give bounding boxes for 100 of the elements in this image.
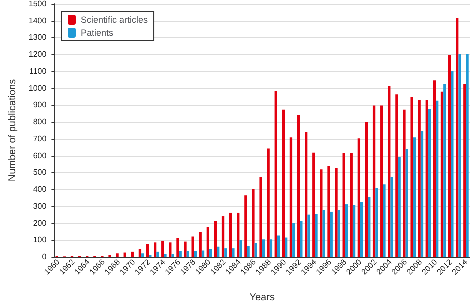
bar <box>142 254 144 257</box>
bar <box>360 202 364 257</box>
bar <box>426 100 428 257</box>
bar <box>444 84 446 257</box>
bar <box>146 244 150 257</box>
bar <box>244 196 248 257</box>
y-tick-label: 1000 <box>28 84 48 93</box>
legend-label: Patients <box>81 28 114 38</box>
y-tick-label: 100 <box>33 236 48 245</box>
bar <box>172 254 174 257</box>
bar <box>237 212 240 257</box>
bar <box>270 240 273 257</box>
bar <box>322 210 326 257</box>
y-tick-label: 0 <box>42 252 48 262</box>
bar <box>383 184 386 257</box>
bar <box>240 240 242 257</box>
bar <box>209 249 212 257</box>
y-tick-label: 600 <box>33 151 48 160</box>
bar <box>376 188 378 257</box>
bar <box>464 84 466 257</box>
bar <box>156 252 160 257</box>
bar <box>433 80 436 257</box>
bar <box>222 216 225 257</box>
y-tick-label: 1200 <box>28 50 48 60</box>
bar <box>232 248 235 257</box>
y-tick-label: 1400 <box>28 16 48 26</box>
bar <box>456 18 459 257</box>
bar <box>138 249 142 257</box>
bar <box>342 153 346 257</box>
y-tick-label: 400 <box>33 185 48 194</box>
bar <box>274 92 278 257</box>
y-tick-label: 200 <box>33 218 48 228</box>
bar <box>466 54 469 257</box>
bar <box>116 254 119 257</box>
x-axis-title: Years <box>250 292 275 304</box>
bar <box>440 92 444 257</box>
bar <box>290 138 293 257</box>
bar <box>131 252 134 257</box>
bar <box>305 132 308 257</box>
bar <box>345 204 348 257</box>
y-tick-label: 900 <box>33 100 48 110</box>
y-tick-label: 700 <box>33 134 48 144</box>
bar <box>428 109 432 257</box>
bar <box>388 86 391 257</box>
bar <box>179 251 182 257</box>
bar <box>328 166 330 257</box>
bar <box>398 157 401 257</box>
bar <box>458 54 462 257</box>
bar <box>162 240 164 257</box>
bar <box>338 210 340 257</box>
bar <box>224 248 228 257</box>
bar <box>350 153 353 257</box>
bar <box>297 115 300 257</box>
bar <box>260 177 262 257</box>
bar <box>330 212 333 257</box>
bar <box>406 149 408 257</box>
y-tick-label: 300 <box>33 202 48 211</box>
bar <box>300 221 303 257</box>
y-tick-label: 1500 <box>28 0 48 8</box>
bar <box>312 152 316 257</box>
bar <box>380 106 384 257</box>
bar <box>247 246 250 257</box>
bar <box>315 214 318 257</box>
bar <box>192 236 194 257</box>
bar <box>320 170 323 257</box>
bar <box>267 148 270 257</box>
y-tick-label: 500 <box>33 168 48 178</box>
bar <box>436 100 439 257</box>
bar <box>418 100 421 257</box>
bar <box>282 110 285 257</box>
legend-label: Scientific articles <box>81 15 149 25</box>
bar <box>154 242 157 257</box>
bar <box>285 238 288 257</box>
bar <box>448 55 452 257</box>
bar <box>164 254 167 257</box>
bar <box>358 138 361 257</box>
bar <box>277 236 280 257</box>
bar <box>372 106 376 257</box>
bar <box>186 251 190 257</box>
bar <box>254 243 258 257</box>
y-tick-label: 1100 <box>29 66 48 76</box>
bar <box>214 221 218 257</box>
bar <box>217 246 220 257</box>
y-tick-label: 800 <box>33 118 48 127</box>
bar <box>230 212 232 257</box>
bar <box>365 122 368 257</box>
bar <box>451 71 454 257</box>
bar <box>202 250 205 257</box>
bar <box>199 232 202 257</box>
y-axis-title: Number of publications <box>8 79 18 182</box>
bar <box>169 242 172 257</box>
bar <box>352 205 356 257</box>
bar <box>396 94 398 257</box>
bar <box>184 242 187 257</box>
bar <box>206 227 210 257</box>
y-tick-label: 1300 <box>28 33 48 42</box>
bar <box>262 240 265 257</box>
bar <box>176 238 180 257</box>
bar <box>335 168 338 257</box>
bar <box>390 177 394 257</box>
